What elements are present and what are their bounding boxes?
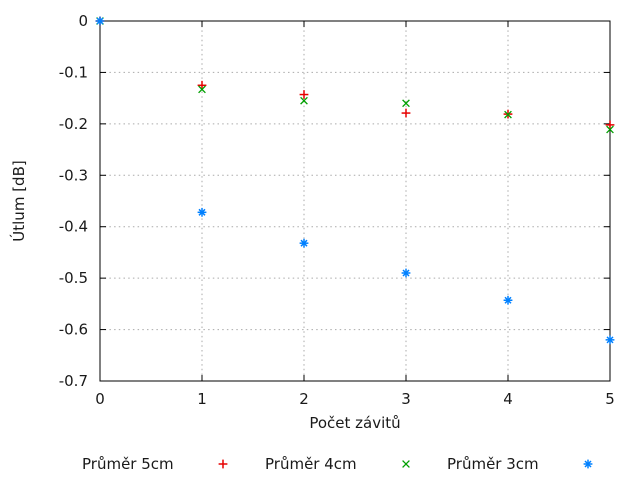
legend-entry-5cm: Průměr 5cm (82, 450, 230, 478)
x-tick-label: 4 (503, 390, 513, 408)
y-tick-label: -0.4 (59, 218, 88, 236)
x-tick-label: 1 (197, 390, 207, 408)
asterisk-marker-icon (503, 295, 513, 305)
plus-marker-icon (197, 80, 207, 90)
plus-marker-icon (605, 120, 615, 130)
cross-marker-icon (606, 125, 614, 134)
y-tick-label: -0.2 (59, 115, 88, 133)
legend-marker-line (401, 460, 410, 468)
legend-marker-line (584, 460, 592, 468)
cross-marker-icon (198, 85, 206, 94)
y-tick-label: -0.7 (59, 372, 88, 390)
asterisk-marker-icon (401, 268, 411, 278)
asterisk-marker-icon (197, 207, 207, 217)
plus-marker-icon (401, 108, 411, 118)
cross-marker-icon (504, 110, 512, 119)
series-2 (95, 16, 615, 345)
cross-marker-icon (402, 99, 410, 108)
y-tick-label: -0.5 (59, 269, 88, 287)
cross-marker-icon (300, 96, 308, 105)
x-tick-label: 3 (401, 390, 411, 408)
x-tick-label: 2 (299, 390, 309, 408)
y-tick-label: -0.1 (59, 63, 88, 81)
plus-marker-icon (218, 459, 228, 469)
plus-marker-icon (299, 90, 309, 99)
legend: Průměr 5cm Průměr 4cm Průměr 3cm (0, 450, 640, 478)
plot-border (99, 20, 611, 382)
series-0 (95, 16, 615, 130)
asterisk-marker-icon (299, 238, 309, 248)
series-1 (96, 17, 614, 134)
legend-label-5cm: Průměr 5cm (82, 455, 174, 473)
y-axis-title: Útlum [dB] (10, 160, 28, 242)
x-axis-title: Počet závitů (309, 414, 401, 432)
cross-marker-icon (401, 460, 410, 468)
y-tick-label: -0.6 (59, 321, 88, 339)
legend-entry-4cm: Průměr 4cm (265, 450, 413, 478)
asterisk-marker-icon (95, 16, 105, 26)
y-tick-label: 0 (78, 12, 88, 30)
y-tick-label: -0.3 (59, 166, 88, 184)
legend-label-4cm: Průměr 4cm (265, 455, 357, 473)
asterisk-marker-icon (583, 459, 593, 469)
legend-entry-3cm: Průměr 3cm (447, 450, 595, 478)
x-tick-label: 5 (605, 390, 615, 408)
x-tick-label: 0 (95, 390, 105, 408)
asterisk-marker-icon (605, 335, 615, 345)
legend-label-3cm: Průměr 3cm (447, 455, 539, 473)
